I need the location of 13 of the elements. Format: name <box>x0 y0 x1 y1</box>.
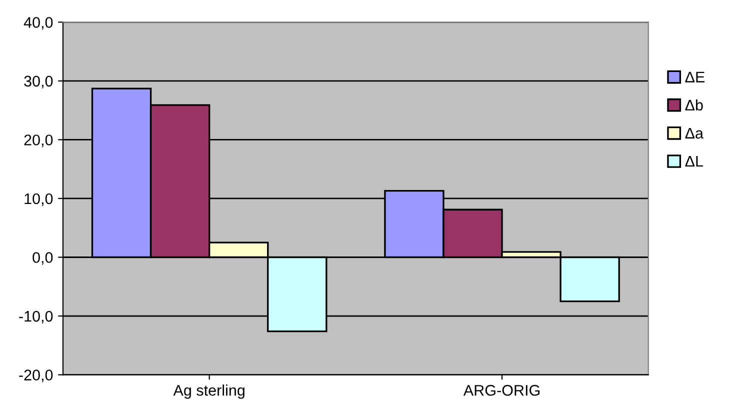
x-tick-label: ARG-ORIG <box>463 384 540 396</box>
y-tick-label: -20,0 <box>19 370 53 382</box>
legend-label: ΔL <box>685 156 703 167</box>
y-tick-label: 20,0 <box>24 134 53 148</box>
legend-label: Δb <box>685 99 703 111</box>
x-tick-label: Ag sterling <box>173 384 244 399</box>
legend-label: Δa <box>685 128 704 139</box>
y-tick-label: -10,0 <box>19 310 53 324</box>
y-tick-label: 10,0 <box>24 193 53 206</box>
legend-label: ΔE <box>685 72 705 82</box>
y-tick-label: 30,0 <box>24 76 53 88</box>
y-tick-label: 0,0 <box>32 252 53 265</box>
y-tick-label: 40,0 <box>24 17 53 30</box>
